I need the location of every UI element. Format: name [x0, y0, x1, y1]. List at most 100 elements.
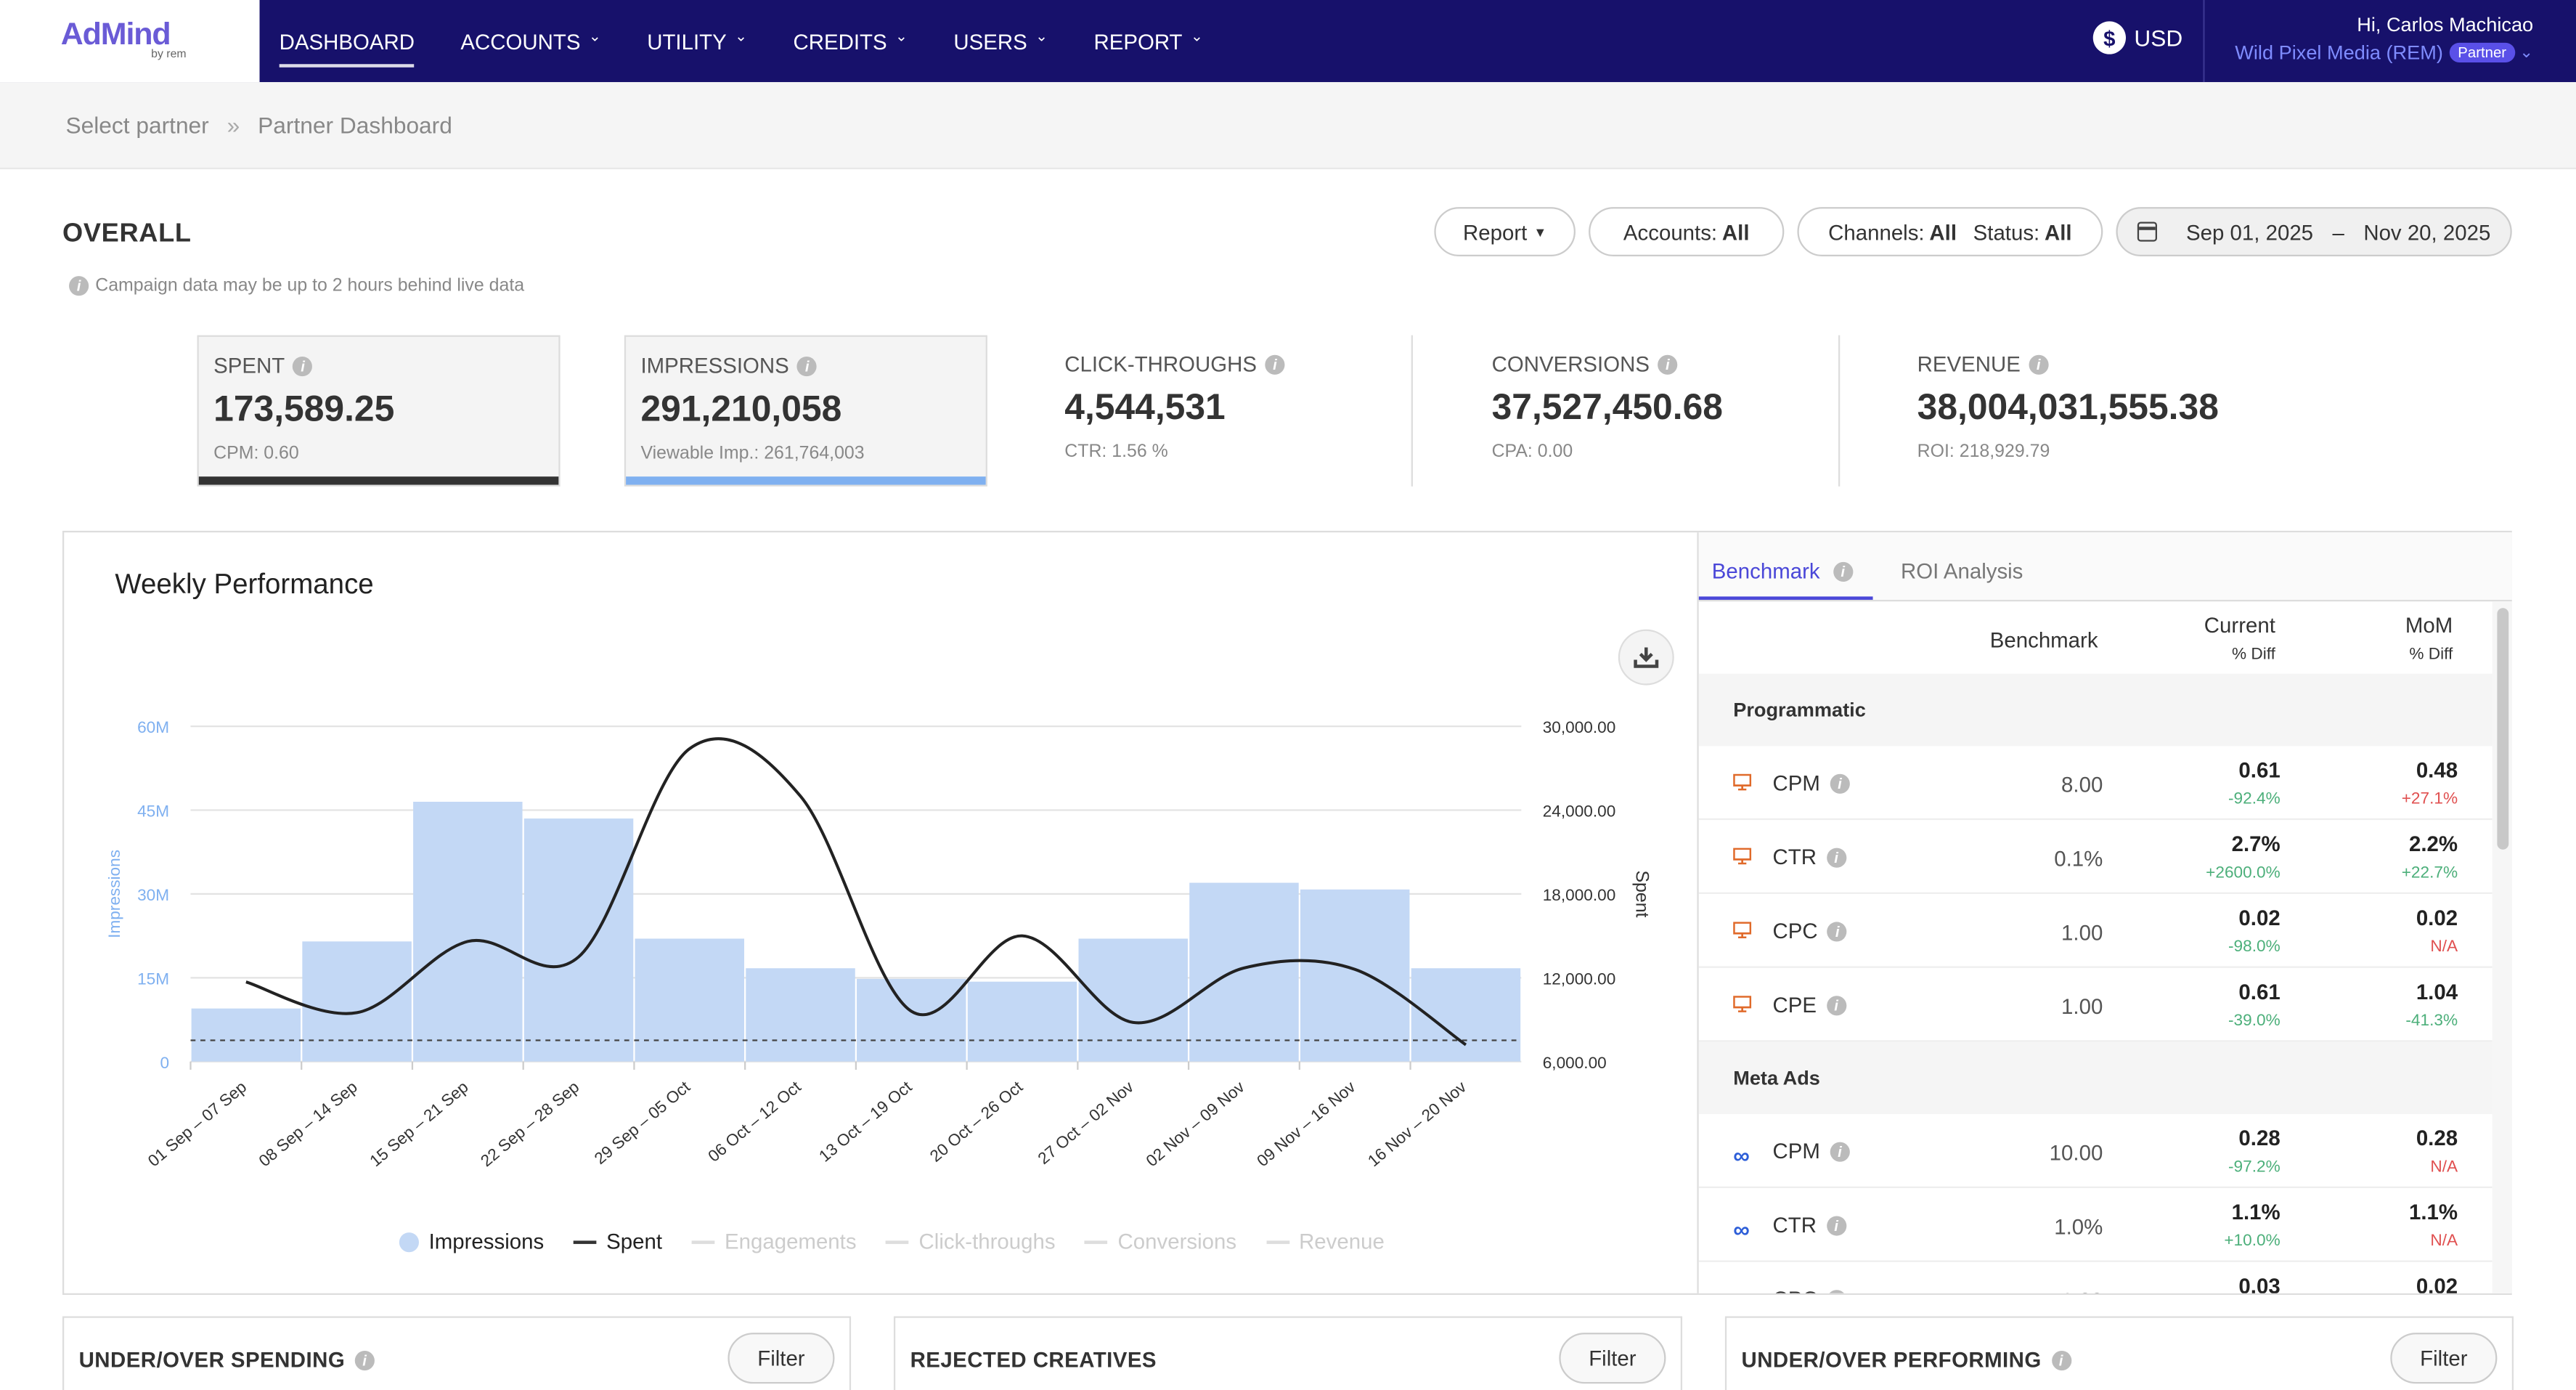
- accounts-filter[interactable]: Accounts: All: [1589, 207, 1785, 256]
- filter-button[interactable]: Filter: [1559, 1333, 1666, 1384]
- mom-diff: N/A: [2430, 938, 2458, 956]
- kpi-subtext: CPA: 0.00: [1491, 442, 1573, 462]
- calendar-icon: [2137, 221, 2158, 242]
- metric-label: CPE: [1772, 992, 1817, 1017]
- card-title: UNDER/OVER SPENDING: [78, 1347, 346, 1373]
- kpi-revenue[interactable]: REVENUE i 38,004,031,555.38 ROI: 218,929.…: [1902, 336, 2296, 487]
- chevron-down-icon: ⌄: [1035, 27, 1048, 44]
- nav-item-users[interactable]: USERS ⌄: [953, 0, 1048, 82]
- info-icon[interactable]: i: [1827, 1289, 1848, 1293]
- navbar-divider: [2203, 0, 2205, 83]
- nav-item-report[interactable]: REPORT ⌄: [1093, 0, 1202, 82]
- legend-label: Engagements: [725, 1229, 857, 1254]
- monitor-icon: [1732, 848, 1752, 869]
- nav-item-credits[interactable]: CREDITS ⌄: [793, 0, 908, 82]
- download-button[interactable]: [1618, 629, 1674, 686]
- metric-name: CTR i: [1773, 1213, 1853, 1237]
- legend-item-conversions[interactable]: Conversions: [1085, 1230, 1236, 1253]
- accounts-value: All: [1721, 219, 1750, 245]
- info-icon[interactable]: i: [1830, 773, 1850, 793]
- nav-item-utility[interactable]: UTILITY ⌄: [647, 0, 747, 82]
- benchmark-value: 1.0%: [2054, 1214, 2103, 1240]
- currency-selector[interactable]: $ USD: [2092, 21, 2182, 54]
- legend-marker: [886, 1240, 909, 1243]
- info-icon[interactable]: i: [354, 1349, 375, 1370]
- current-value: 0.61: [2238, 979, 2281, 1004]
- current-diff: -98.0%: [2228, 938, 2281, 956]
- kpi-conversions[interactable]: CONVERSIONS i 37,527,450.68 CPA: 0.00: [1477, 336, 1840, 487]
- date-range-picker[interactable]: Sep 01, 2025 – Nov 20, 2025: [2116, 207, 2512, 256]
- kpi-impressions[interactable]: IMPRESSIONS i 291,210,058 Viewable Imp.: …: [624, 335, 987, 487]
- impressions-bar: [302, 941, 412, 1062]
- kpi-spent[interactable]: SPENT i 173,589.25 CPM: 0.60: [197, 335, 561, 487]
- metric-name: CPC i: [1773, 1287, 1854, 1293]
- report-label: Report: [1463, 219, 1528, 245]
- info-icon: i: [69, 276, 89, 296]
- tab-roi-analysis[interactable]: ROI Analysis: [1901, 558, 2023, 583]
- mom-cell: 0.02: [2416, 1274, 2458, 1293]
- breadcrumb-select-partner[interactable]: Select partner: [65, 111, 209, 139]
- current-diff: +10.0%: [2224, 1232, 2281, 1251]
- mom-cell: 0.48 +27.1%: [2402, 757, 2458, 808]
- x-tick-label: 20 Oct – 26 Oct: [926, 1077, 1027, 1165]
- y2-tick-label: 6,000.00: [1543, 1054, 1607, 1072]
- monitor-icon: [1732, 922, 1752, 943]
- kpi-subtext: ROI: 218,929.79: [1917, 442, 2050, 462]
- impressions-bar: [1078, 938, 1188, 1062]
- table-row: ∞ CPC i 1.00 0.03 0.02: [1699, 1262, 2493, 1293]
- info-icon[interactable]: i: [293, 355, 313, 376]
- download-icon: [1634, 647, 1659, 668]
- legend-item-click-throughs[interactable]: Click-throughs: [886, 1229, 1056, 1254]
- legend-item-impressions[interactable]: Impressions: [399, 1230, 544, 1253]
- scrollbar-thumb[interactable]: [2497, 608, 2509, 850]
- overall-title: OVERALL: [62, 220, 192, 248]
- current-cell: 0.28 -97.2%: [2228, 1126, 2281, 1176]
- filter-button[interactable]: Filter: [727, 1333, 835, 1384]
- legend-item-revenue[interactable]: Revenue: [1265, 1230, 1385, 1253]
- info-icon[interactable]: i: [1826, 995, 1846, 1015]
- info-icon[interactable]: i: [1830, 1141, 1850, 1161]
- y2-tick-label: 30,000.00: [1543, 718, 1616, 736]
- info-icon[interactable]: i: [1827, 921, 1848, 941]
- filter-button[interactable]: Filter: [2390, 1333, 2498, 1384]
- nav-item-accounts[interactable]: ACCOUNTS ⌄: [460, 0, 600, 82]
- info-icon[interactable]: i: [1826, 1215, 1846, 1235]
- legend-label: Click-throughs: [918, 1229, 1056, 1254]
- info-icon[interactable]: i: [1658, 354, 1678, 374]
- metric-name: CPM i: [1773, 771, 1856, 795]
- table-row: CTR i 0.1% 2.7% +2600.0% 2.2% +22.7%: [1698, 820, 2493, 894]
- partner-badge: Partner: [2449, 42, 2515, 62]
- info-icon[interactable]: i: [797, 355, 818, 376]
- nav-item-dashboard[interactable]: DASHBOARD: [279, 0, 415, 82]
- info-icon[interactable]: i: [1265, 354, 1285, 374]
- org-name: Wild Pixel Media (REM): [2235, 41, 2443, 65]
- nav-label: ACCOUNTS: [460, 28, 581, 54]
- info-icon[interactable]: i: [1833, 561, 1853, 581]
- info-icon[interactable]: i: [1826, 847, 1846, 867]
- report-dropdown[interactable]: Report ▼: [1434, 207, 1576, 256]
- kpi-active-bar: [626, 476, 986, 485]
- legend-item-engagements[interactable]: Engagements: [691, 1229, 857, 1254]
- user-menu[interactable]: Hi, Carlos Machicao Wild Pixel Media (RE…: [2235, 13, 2533, 64]
- nav-label: CREDITS: [793, 28, 887, 54]
- mom-value: 1.1%: [2409, 1199, 2458, 1224]
- channels-status-filter[interactable]: Channels: All Status: All: [1797, 207, 2103, 256]
- legend-item-spent[interactable]: Spent: [573, 1230, 662, 1253]
- tab-benchmark[interactable]: Benchmark i: [1712, 558, 1859, 583]
- meta-icon: ∞: [1733, 1290, 1750, 1293]
- metric-label: CTR: [1772, 845, 1817, 869]
- col-benchmark: Benchmark: [1989, 627, 2098, 653]
- kpi-click-throughs[interactable]: CLICK-THROUGHS i 4,544,531 CTR: 1.56 %: [1050, 336, 1413, 487]
- chart-legend: Impressions Spent Engagements Click-through…: [399, 1229, 1414, 1254]
- current-cell: 0.02 -98.0%: [2228, 906, 2281, 956]
- current-value: 0.03: [2238, 1273, 2281, 1293]
- current-cell: 0.61 -92.4%: [2228, 757, 2281, 808]
- chevron-down-icon[interactable]: ⌄: [2519, 43, 2534, 62]
- benchmark-value: 1.00: [2061, 1288, 2103, 1293]
- logo-area[interactable]: AdMind by rem: [0, 0, 260, 83]
- info-icon[interactable]: i: [2029, 354, 2049, 374]
- status-value: All: [2045, 219, 2072, 245]
- user-organization[interactable]: Wild Pixel Media (REM) Partner ⌄: [2235, 41, 2533, 65]
- info-icon[interactable]: i: [2051, 1349, 2071, 1370]
- caret-down-icon: ▼: [1533, 224, 1547, 240]
